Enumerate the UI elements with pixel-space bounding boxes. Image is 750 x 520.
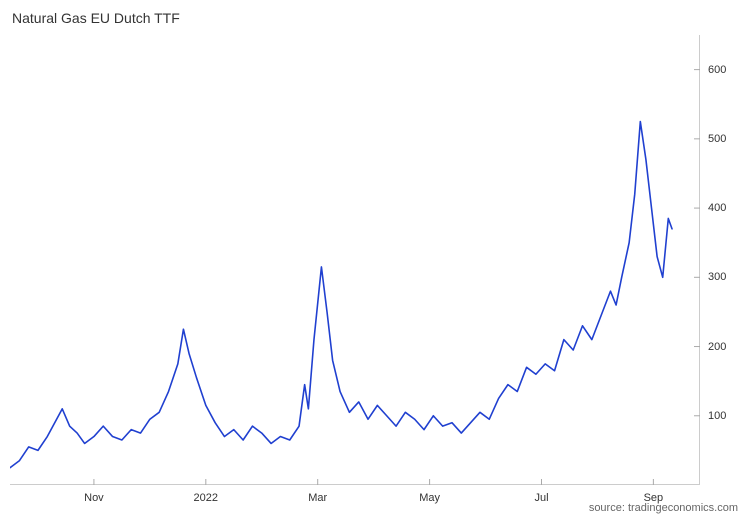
x-tick-label: Mar: [308, 492, 327, 504]
chart-svg: [10, 35, 700, 485]
x-tick-label: Nov: [84, 492, 104, 504]
y-tick-label: 300: [708, 271, 726, 283]
y-tick-label: 600: [708, 64, 726, 76]
x-tick-label: 2022: [194, 492, 218, 504]
x-tick-label: May: [419, 492, 440, 504]
source-attribution: source: tradingeconomics.com: [589, 502, 738, 514]
chart-container: Natural Gas EU Dutch TTF 100 200 300 400 500…: [0, 0, 750, 520]
price-line: [10, 122, 672, 468]
y-tick-label: 100: [708, 410, 726, 422]
y-tick-label: 400: [708, 202, 726, 214]
x-tick-label: Jul: [534, 492, 548, 504]
y-tick-label: 200: [708, 341, 726, 353]
chart-title: Natural Gas EU Dutch TTF: [12, 10, 180, 26]
y-tick-label: 500: [708, 133, 726, 145]
